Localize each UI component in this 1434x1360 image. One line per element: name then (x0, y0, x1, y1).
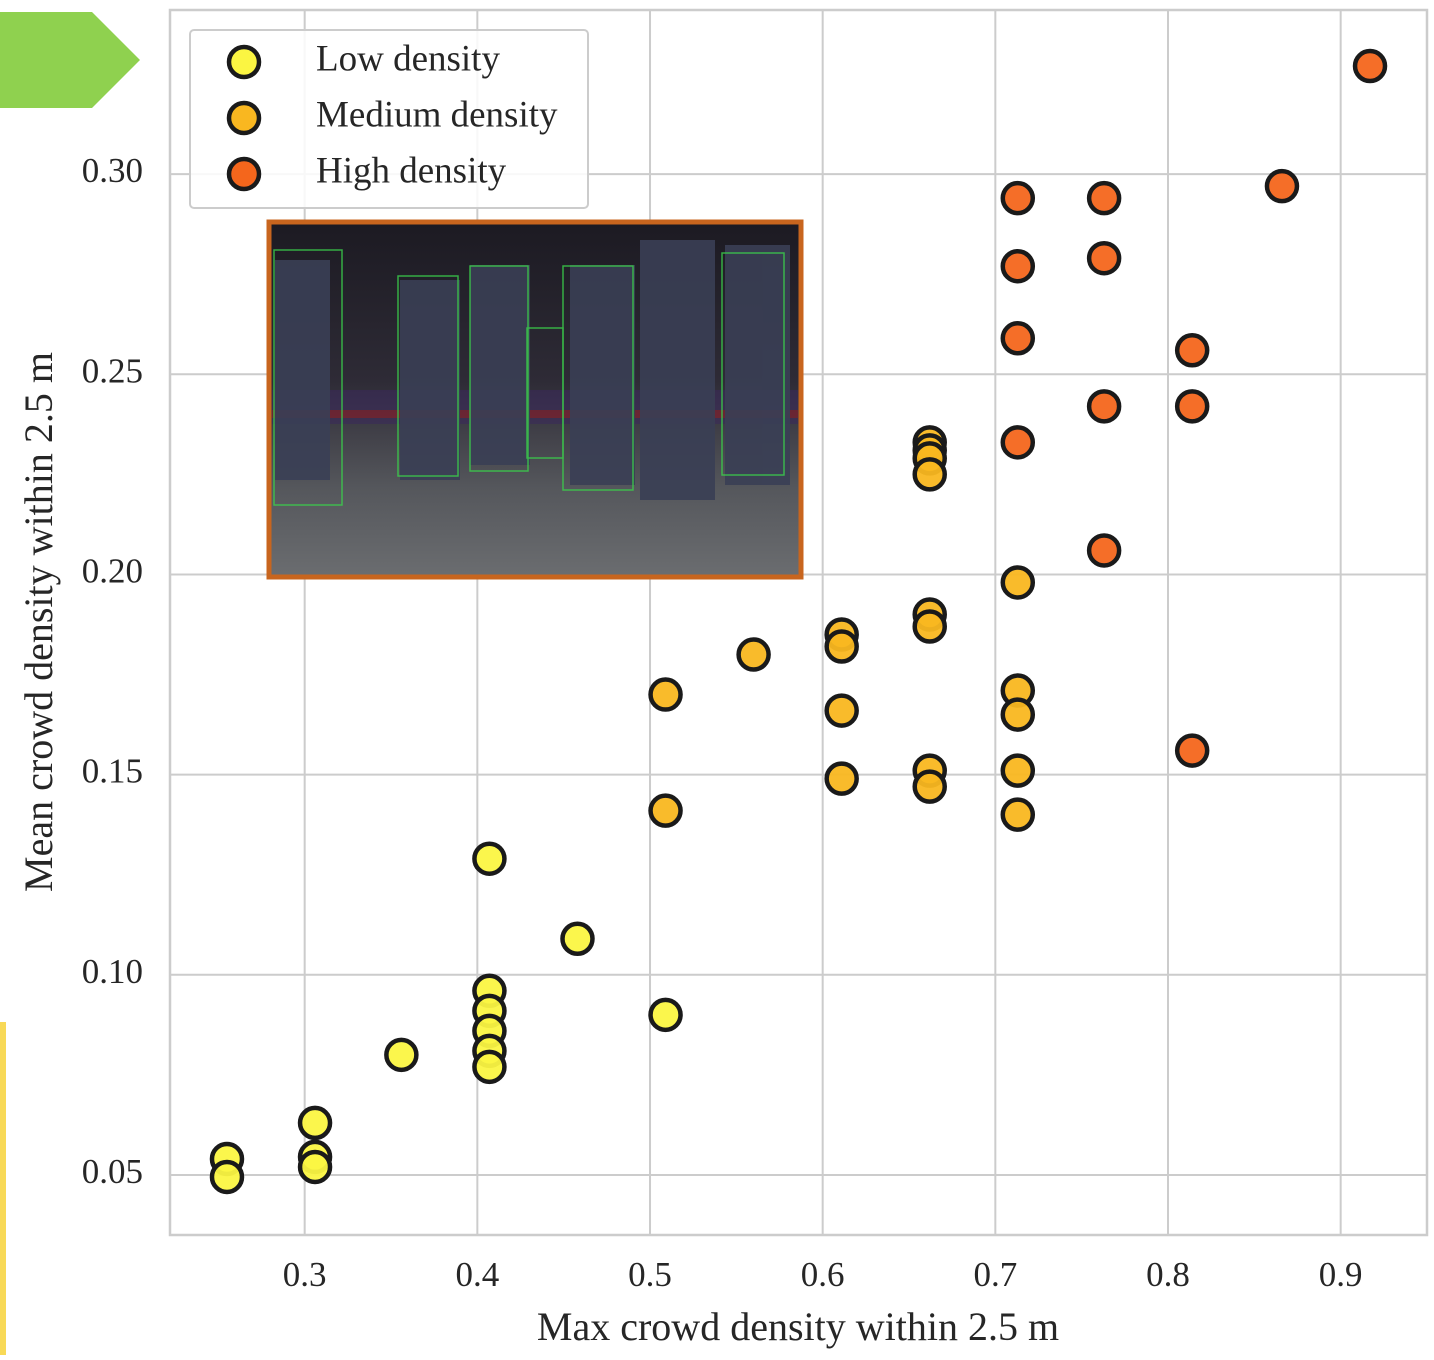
point (1089, 183, 1119, 213)
point (915, 612, 945, 642)
legend-label: High density (316, 150, 507, 191)
point (1089, 243, 1119, 273)
x-tick-label: 0.6 (801, 1255, 845, 1294)
point (827, 632, 857, 662)
point (1003, 567, 1033, 597)
point (827, 764, 857, 794)
decor-bar (0, 1022, 6, 1355)
x-tick-label: 0.3 (283, 1255, 327, 1294)
legend-label: Low density (316, 38, 500, 79)
x-tick-label: 0.8 (1146, 1255, 1190, 1294)
inset-photo (269, 222, 801, 577)
y-axis-label: Mean crowd density within 2.5 m (16, 352, 61, 892)
y-tick-label: 0.05 (82, 1152, 143, 1191)
point (386, 1040, 416, 1070)
point (474, 844, 504, 874)
point (915, 459, 945, 489)
point (1177, 391, 1207, 421)
point (651, 796, 681, 826)
point (300, 1152, 330, 1182)
point (1177, 335, 1207, 365)
point (651, 680, 681, 710)
x-axis-label: Max crowd density within 2.5 m (537, 1304, 1059, 1349)
point (1003, 323, 1033, 353)
y-tick-label: 0.30 (82, 151, 143, 190)
point (1003, 183, 1033, 213)
point (1355, 51, 1385, 81)
chart: 0.3 0.4 0.5 0.6 0.7 0.8 0.9 0.05 0.10 0.15 0.20 0.2… (0, 0, 1434, 1355)
point (1003, 251, 1033, 281)
y-tick-label: 0.20 (82, 551, 143, 590)
point (1267, 171, 1297, 201)
legend-marker (229, 47, 259, 77)
point (1177, 736, 1207, 766)
point (915, 772, 945, 802)
point (1003, 756, 1033, 786)
legend-label: Medium density (316, 94, 558, 135)
point (1003, 800, 1033, 830)
x-tick-label: 0.9 (1319, 1255, 1363, 1294)
y-tick-label: 0.15 (82, 752, 143, 791)
point (651, 1000, 681, 1030)
decor-arrow (0, 12, 140, 108)
point (1089, 391, 1119, 421)
point (739, 640, 769, 670)
point (1003, 700, 1033, 730)
point (827, 696, 857, 726)
legend-marker (229, 159, 259, 189)
point (562, 924, 592, 954)
legend-marker (229, 103, 259, 133)
point (1003, 427, 1033, 457)
y-tick-label: 0.10 (82, 952, 143, 991)
x-tick-label: 0.7 (973, 1255, 1017, 1294)
x-tick-label: 0.5 (628, 1255, 672, 1294)
point (212, 1162, 242, 1192)
point (474, 1052, 504, 1082)
x-tick-label: 0.4 (455, 1255, 499, 1294)
y-tick-label: 0.25 (82, 351, 143, 390)
point (1089, 535, 1119, 565)
point (300, 1108, 330, 1138)
